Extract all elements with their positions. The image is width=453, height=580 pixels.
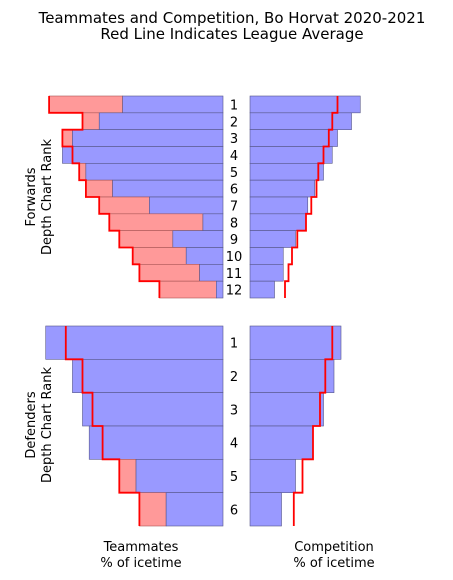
defenders-rank-label-3: 3 xyxy=(230,403,238,418)
forwards-teammates-bar-6 xyxy=(112,179,224,198)
forwards-teammates-bar-12 xyxy=(216,280,224,299)
defenders-rank-label-2: 2 xyxy=(230,370,238,385)
forwards-teammates-bar-2 xyxy=(98,112,224,130)
forwards-competition-bar-10 xyxy=(249,247,284,265)
forwards-rank-label-7: 7 xyxy=(230,199,238,214)
forwards-competition-bar-9 xyxy=(249,230,296,248)
forwards-teammates-bar-9 xyxy=(172,230,224,248)
forwards-rank-label-3: 3 xyxy=(230,132,238,147)
forwards-teammates-gap-3 xyxy=(62,129,73,147)
defenders-competition-league-line xyxy=(292,326,334,526)
forwards-rank-label-11: 11 xyxy=(226,267,243,282)
forwards-ylabel-line2: Depth Chart Rank xyxy=(40,139,55,256)
defenders-rank-label-1: 1 xyxy=(230,337,238,352)
forwards-competition-bar-12 xyxy=(249,280,275,299)
forwards-competition-league-line xyxy=(284,96,339,298)
defenders-competition-bar-1 xyxy=(249,325,342,360)
defenders-ylabel: Defenders Depth Chart Rank xyxy=(24,367,55,484)
forwards-rank-label-1: 1 xyxy=(230,98,238,113)
defenders-rank-label-6: 6 xyxy=(230,503,238,518)
forwards-teammates-bar-5 xyxy=(85,163,224,181)
defenders-teammates-gap-6 xyxy=(139,492,167,527)
defenders-teammates-league-line xyxy=(64,326,141,526)
forwards-rank-label-5: 5 xyxy=(230,166,238,181)
forwards-teammates-gap-11 xyxy=(139,264,200,282)
forwards-teammates-bar-11 xyxy=(199,264,224,282)
defenders-teammates-bar-4 xyxy=(88,425,224,460)
forwards-teammates-gap-8 xyxy=(108,213,204,231)
defenders-competition-bar-4 xyxy=(249,425,314,460)
forwards-competition-bar-8 xyxy=(249,213,307,231)
teammates-xlabel-line1: Teammates xyxy=(103,540,179,555)
competition-xlabel-line1: Competition xyxy=(294,540,374,555)
defenders-rank-label-4: 4 xyxy=(230,437,238,452)
forwards-rank-label-9: 9 xyxy=(230,233,238,248)
defenders-teammates-gap-5 xyxy=(119,459,137,493)
forwards-teammates-bar-1 xyxy=(122,95,224,114)
defenders-competition-bar-5 xyxy=(249,459,296,493)
defenders-teammates-bar-6 xyxy=(165,492,224,527)
defenders-ylabel-line1: Defenders xyxy=(24,391,39,458)
forwards-competition-bar-7 xyxy=(249,196,309,215)
forwards-competition-bar-3 xyxy=(249,129,338,147)
forwards-ylabel-line1: Forwards xyxy=(24,167,39,226)
forwards-ylabel: Forwards Depth Chart Rank xyxy=(24,139,55,256)
defenders-rank-label-5: 5 xyxy=(230,470,238,485)
defenders-ylabel-line2: Depth Chart Rank xyxy=(40,367,55,484)
defenders-competition-bar-3 xyxy=(249,392,324,427)
forwards-teammates-gap-10 xyxy=(132,247,187,265)
forwards-teammates-gap-12 xyxy=(159,280,217,299)
forwards-teammates-bar-7 xyxy=(149,196,224,215)
forwards-teammates-gap-5 xyxy=(78,163,87,181)
defenders-competition-bar-6 xyxy=(249,492,282,527)
defenders-teammates-bar-5 xyxy=(135,459,224,493)
forwards-teammates-gap-1 xyxy=(48,95,123,114)
forwards-competition-bar-5 xyxy=(249,163,324,181)
forwards-competition-bar-2 xyxy=(249,112,352,130)
forwards-rank-label-4: 4 xyxy=(230,149,238,164)
forwards-teammates-gap-7 xyxy=(98,196,150,215)
chart-title: Teammates and Competition, Bo Horvat 202… xyxy=(38,9,426,27)
defenders-teammates-bar-3 xyxy=(82,392,224,427)
forwards-rank-label-2: 2 xyxy=(230,115,238,130)
forwards-teammates-gap-2 xyxy=(82,112,100,130)
defenders-teammates-bar-2 xyxy=(72,359,224,393)
forwards-teammates-gap-9 xyxy=(119,230,174,248)
forwards-competition-bar-4 xyxy=(249,146,333,164)
forwards-rank-label-6: 6 xyxy=(230,183,238,198)
teammates-xlabel-line2: % of icetime xyxy=(100,556,181,571)
forwards-rank-label-8: 8 xyxy=(230,216,238,231)
forwards-teammates-bar-3 xyxy=(72,129,224,147)
chart-subtitle: Red Line Indicates League Average xyxy=(100,25,363,43)
forwards-competition-bar-11 xyxy=(249,264,284,282)
competition-xlabel-line2: % of icetime xyxy=(293,556,374,571)
defenders-competition-bar-2 xyxy=(249,359,335,393)
forwards-teammates-bar-4 xyxy=(62,146,224,164)
forwards-teammates-league-line xyxy=(48,96,161,298)
forwards-competition-bar-6 xyxy=(249,179,316,198)
forwards-rank-label-12: 12 xyxy=(226,284,243,299)
forwards-teammates-bar-8 xyxy=(202,213,224,231)
forwards-rank-label-10: 10 xyxy=(226,250,243,265)
forwards-teammates-gap-6 xyxy=(85,179,113,198)
defenders-teammates-bar-1 xyxy=(45,325,224,360)
forwards-competition-bar-1 xyxy=(249,95,361,114)
forwards-teammates-bar-10 xyxy=(185,247,224,265)
